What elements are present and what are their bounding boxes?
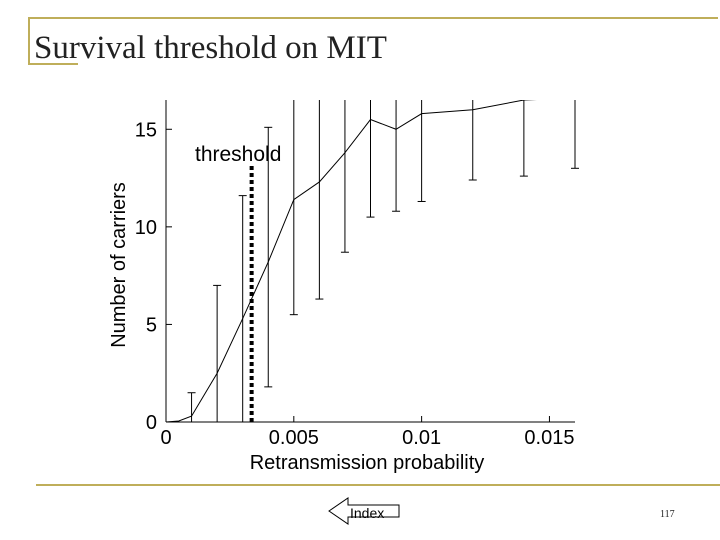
back-arrow-icon[interactable] — [328, 497, 400, 525]
frame-title-underline — [28, 63, 78, 65]
index-label[interactable]: Index — [350, 505, 385, 521]
y-tick-label: 15 — [135, 119, 157, 141]
chart: Number of carriers Retransmission probab… — [108, 100, 579, 474]
frame-bottom-line — [36, 484, 720, 486]
y-axis-label: Number of carriers — [108, 182, 130, 348]
y-tick-label: 10 — [135, 217, 157, 239]
x-axis-label: Retransmission probability — [250, 452, 485, 474]
index-link[interactable] — [328, 497, 402, 525]
frame-left-line — [28, 17, 30, 65]
series-line — [165, 100, 537, 423]
y-tick-label: 0 — [146, 412, 157, 434]
x-tick-label: 0.015 — [524, 427, 574, 449]
page-number: 117 — [660, 509, 675, 520]
slide-title: Survival threshold on MIT — [34, 30, 387, 66]
x-tick-label: 0.005 — [269, 427, 319, 449]
x-tick-label: 0 — [160, 427, 171, 449]
x-tick-label: 0.01 — [402, 427, 441, 449]
threshold-label: threshold — [195, 143, 281, 166]
y-tick-label: 5 — [146, 314, 157, 336]
frame-top-line — [28, 17, 718, 19]
